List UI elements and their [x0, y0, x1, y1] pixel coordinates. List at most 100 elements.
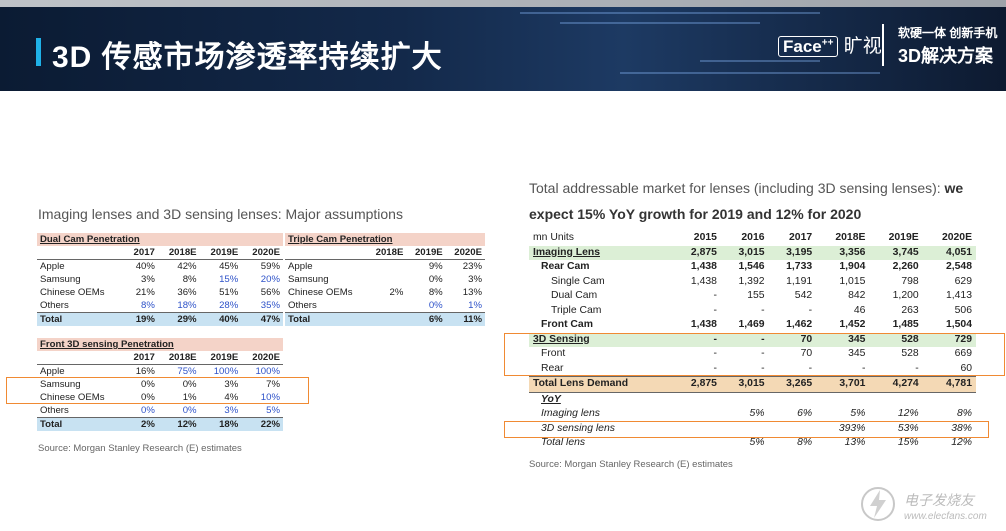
table-row: Front Cam 1,438 1,469 1,462 1,452 1,485 …: [529, 318, 976, 333]
cell: 46: [853, 304, 866, 316]
right-caption-line1: Total addressable market for lenses (inc…: [529, 180, 963, 196]
watermark-url: www.elecfans.com: [904, 511, 987, 522]
cell: 40%: [199, 312, 242, 326]
watermark-logo: [858, 484, 898, 524]
cell: 4,781: [922, 376, 976, 393]
column-header: 2015: [693, 232, 717, 243]
slogan-line2: 3D解决方案: [898, 46, 994, 66]
cell: -: [861, 362, 866, 374]
cell: 5%: [749, 408, 765, 419]
row-label: Apple: [40, 261, 65, 272]
cell: 56%: [260, 287, 280, 298]
cell: 3,195: [768, 245, 817, 260]
top-strip: [0, 0, 1006, 7]
cell: -: [713, 362, 717, 374]
cell: 3,356: [816, 245, 870, 260]
cell: 0%: [182, 405, 197, 416]
total-row: Total 6% 11%: [285, 312, 485, 326]
cell: 3,265: [768, 376, 817, 393]
cell: 8%: [956, 408, 972, 419]
decor-line: [520, 12, 820, 14]
row-label: Front Cam: [541, 319, 593, 330]
column-header-row: 2018E 2019E 2020E: [285, 246, 485, 260]
cell: 59%: [260, 261, 280, 272]
cell: 18%: [177, 300, 197, 311]
brand-face-text: Face: [783, 37, 822, 56]
left-caption: Imaging lenses and 3D sensing lenses: Ma…: [38, 206, 403, 222]
row-label: Total Lens Demand: [529, 376, 674, 393]
cell: 3%: [224, 379, 239, 390]
table-row: 3D sensing lens 393% 53% 38%: [529, 422, 976, 437]
cell: 729: [922, 332, 976, 347]
cell: [367, 273, 406, 286]
cell: 3%: [468, 274, 482, 285]
cell: -: [761, 362, 765, 374]
table-row: Imaging Lens 2,875 3,015 3,195 3,356 3,7…: [529, 245, 976, 260]
column-header: 2018E: [367, 246, 407, 260]
cell: -: [673, 332, 721, 347]
cell: 4,274: [869, 376, 923, 393]
total-row: Total 19% 29% 40% 47%: [37, 312, 283, 326]
column-header: 2018E: [157, 246, 200, 260]
table-row: 3D Sensing - - 70 345 528 729: [529, 332, 976, 347]
row-label: Imaging Lens: [529, 245, 674, 260]
cell: -: [720, 332, 769, 347]
column-header: 2020E: [241, 246, 283, 260]
header-banner: [0, 0, 1006, 91]
cell: 1,438: [690, 261, 717, 272]
cell: 1,438: [690, 319, 717, 330]
cell: 1,191: [786, 275, 813, 287]
cell: 345: [848, 348, 866, 359]
cell: 1,469: [738, 319, 765, 330]
cell: 47%: [241, 312, 283, 326]
cell: 8%: [797, 437, 813, 448]
row-label: 3D sensing lens: [541, 422, 615, 434]
row-label: Total: [37, 312, 125, 326]
cell: 1,200: [892, 290, 919, 301]
title-accent-bar: [36, 38, 41, 66]
cell: 0%: [141, 379, 155, 390]
column-header: 2019E: [199, 246, 242, 260]
cell: -: [713, 304, 717, 316]
column-header: 2018E: [157, 351, 200, 365]
cell: 0%: [182, 379, 197, 390]
table-row: Chinese OEMs 2% 8% 13%: [285, 286, 485, 299]
right-caption-text: Total addressable market for lenses (inc…: [529, 180, 945, 196]
cell: 2,875: [673, 376, 721, 393]
table-row: Others 8% 18% 28% 35%: [37, 299, 283, 313]
table-row: Chinese OEMs 0% 1% 4% 10%: [37, 391, 283, 404]
cell: -: [761, 304, 765, 316]
cell: -: [761, 348, 765, 359]
column-header: 2020E: [445, 246, 485, 260]
cell: 393%: [838, 422, 866, 434]
row-label: Others: [40, 300, 69, 311]
cell: -: [713, 290, 717, 301]
cell: 155: [747, 290, 765, 301]
row-label: Chinese OEMs: [40, 287, 105, 298]
cell: 3,015: [720, 245, 769, 260]
watermark-text: 电子发烧友: [904, 492, 974, 508]
highlight-box: [504, 421, 989, 438]
row-label: Front: [541, 348, 566, 359]
row-label: Total: [285, 312, 368, 326]
dual-cam-table: Dual Cam Penetration 2017 2018E 2019E 20…: [37, 233, 283, 326]
cell: 21%: [135, 287, 155, 298]
cell: 22%: [241, 417, 283, 431]
cell: 5%: [266, 405, 280, 416]
cell: 100%: [213, 366, 239, 377]
cell: 28%: [219, 300, 239, 311]
table-row: Apple 9% 23%: [285, 260, 485, 274]
row-label: Others: [40, 405, 69, 416]
cell: -: [808, 362, 813, 374]
cell: 42%: [177, 261, 197, 272]
column-header: 2020E: [941, 232, 972, 243]
cell: 9%: [428, 261, 443, 272]
table-row: Others 0% 1%: [285, 299, 485, 313]
cell: 0%: [141, 392, 155, 403]
column-header-row: mn Units 2015 2016 2017 2018E 2019E 2020…: [529, 231, 976, 246]
cell: 1,485: [892, 319, 919, 330]
cell: [367, 299, 406, 313]
row-label: Others: [288, 300, 317, 311]
row-label: Chinese OEMs: [288, 287, 353, 298]
row-label: Apple: [288, 261, 313, 272]
